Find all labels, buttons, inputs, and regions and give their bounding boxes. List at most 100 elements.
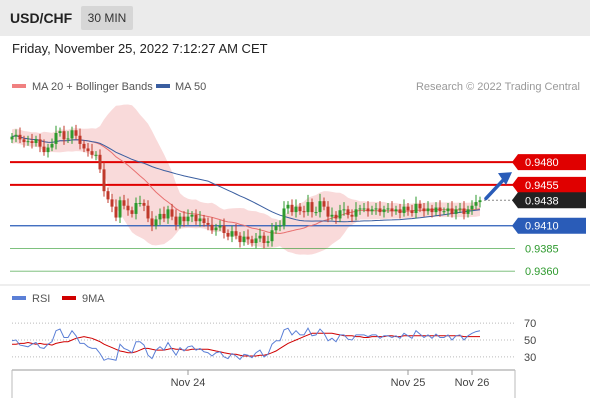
legend-9ma-label: 9MA — [82, 293, 105, 305]
candle-body — [378, 208, 382, 213]
price-tag — [512, 217, 586, 234]
candle-body — [226, 233, 230, 237]
candle — [118, 196, 122, 223]
price-label: 0.9438 — [525, 195, 559, 207]
price-label: 0.9385 — [525, 243, 559, 255]
candle — [454, 205, 458, 220]
candle-body — [350, 214, 354, 217]
candle — [138, 195, 142, 207]
candle-body — [342, 209, 346, 211]
candle — [122, 194, 126, 210]
candle-body — [278, 225, 282, 227]
candle — [410, 204, 414, 217]
candle — [150, 211, 154, 232]
candle — [310, 198, 314, 218]
candle — [434, 202, 438, 216]
candle-body — [38, 139, 42, 147]
candle — [142, 199, 146, 212]
candle-body — [182, 216, 186, 222]
candle-body — [334, 214, 338, 219]
candle — [478, 196, 482, 208]
candle-body — [250, 239, 254, 243]
candle-body — [114, 206, 118, 218]
candle-body — [174, 216, 178, 225]
candle-body — [150, 218, 154, 226]
candle — [366, 201, 370, 217]
candle-body — [458, 208, 462, 210]
candle-body — [186, 216, 190, 222]
candle — [450, 201, 454, 218]
candle — [338, 204, 342, 223]
rsi-line — [11, 327, 481, 361]
candle-body — [402, 206, 406, 213]
candle — [266, 235, 270, 247]
candle — [346, 205, 350, 219]
rsi-tick-label: 70 — [524, 318, 536, 330]
candle — [374, 203, 378, 215]
x-tick-label: Nov 26 — [455, 377, 490, 389]
candle-body — [270, 230, 274, 242]
candle-body — [42, 146, 46, 153]
candle — [90, 143, 94, 159]
candle — [178, 213, 182, 229]
candle-body — [390, 208, 394, 212]
candle — [154, 215, 158, 230]
candle — [398, 203, 402, 219]
candle — [442, 207, 446, 215]
candle — [62, 125, 66, 145]
candle — [314, 206, 318, 216]
candle — [458, 203, 462, 213]
candle — [202, 214, 206, 227]
candle — [70, 126, 74, 144]
candle — [462, 201, 466, 220]
candle-body — [30, 141, 34, 143]
rsi-tick-label: 30 — [524, 352, 536, 364]
candle-body — [102, 169, 106, 192]
candle-body — [282, 208, 286, 226]
candle-body — [466, 209, 470, 214]
timeframe-button[interactable]: 30 MIN — [81, 6, 133, 30]
candle-body — [234, 231, 238, 236]
candle-body — [362, 208, 366, 210]
candle — [286, 201, 290, 214]
candle — [158, 208, 162, 225]
candle — [78, 128, 82, 150]
candle — [298, 203, 302, 215]
candle — [402, 199, 406, 217]
candle — [270, 223, 274, 247]
candle-body — [106, 191, 110, 200]
candle — [34, 135, 38, 147]
candle — [174, 209, 178, 231]
candle-body — [434, 207, 438, 213]
candle — [294, 199, 298, 218]
candle-body — [290, 204, 294, 213]
candle — [254, 233, 258, 249]
candle-body — [74, 130, 78, 136]
candle-body — [478, 200, 482, 203]
candle-body — [302, 211, 306, 213]
candle — [38, 133, 42, 153]
candle-body — [206, 223, 210, 225]
candle-body — [374, 208, 378, 210]
candle-body — [178, 216, 182, 225]
candle — [50, 138, 54, 152]
candle-body — [330, 214, 334, 217]
candle-body — [230, 231, 234, 237]
candle — [26, 135, 30, 146]
candle — [302, 205, 306, 218]
candle — [238, 232, 242, 248]
rsi-tick-label: 50 — [524, 335, 536, 347]
candle-body — [118, 200, 122, 218]
candle — [350, 209, 354, 223]
candle-body — [426, 208, 430, 212]
candle — [274, 222, 278, 234]
candle — [54, 125, 58, 150]
candle-body — [418, 203, 422, 209]
candle-body — [382, 209, 386, 213]
candle — [282, 201, 286, 230]
candle-body — [66, 138, 70, 140]
price-label: 0.9480 — [525, 157, 559, 169]
candle — [182, 211, 186, 227]
candle-body — [442, 211, 446, 213]
